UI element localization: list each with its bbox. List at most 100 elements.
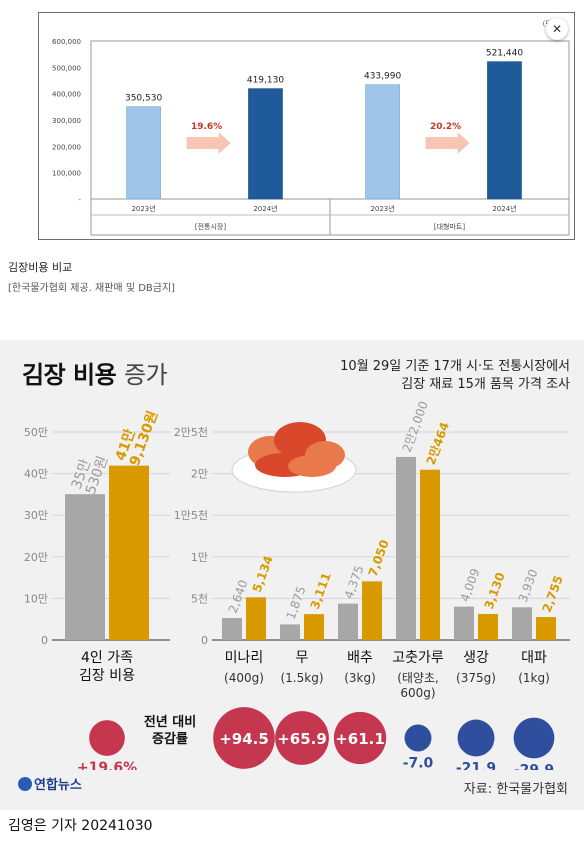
top-bar-value-label: 350,530: [125, 94, 162, 104]
change-bubble-1: [275, 711, 329, 765]
logo-mark-icon: [18, 777, 32, 791]
top-chart-svg: (단위)600,000500,000400,000300,000200,0001…: [52, 19, 570, 236]
close-icon[interactable]: ✕: [546, 18, 568, 40]
chart1-unit-label-line: (400g): [224, 671, 264, 685]
chart0-bar: [65, 494, 105, 640]
change-bubble-label-4: -21.9: [456, 760, 496, 770]
subtitle-line2: 김장 재료 15개 품목 가격 조사: [401, 377, 570, 392]
chart1-value-label: 3,130: [482, 571, 508, 611]
chart1-ytick-label: 2만: [191, 468, 208, 481]
caption-title: 김장비용 비교: [8, 261, 73, 274]
change-label-line: 전년 대비: [144, 714, 196, 730]
subtitle-line1: 10월 29일 기준 17개 시·도 전통시장에서: [340, 359, 570, 374]
chart0-ytick-label: 30만: [24, 509, 48, 522]
source-label: 자료: 한국물가협회: [463, 782, 568, 797]
chart1-bar: [246, 597, 266, 640]
chart0-bar: [109, 465, 149, 640]
top-ytick-label: -: [78, 196, 81, 204]
chart1-unit-label-line: (375g): [456, 671, 496, 685]
chart1-unit-label-line: (태양초,: [397, 671, 439, 685]
chart1-unit-label-line: (1.5kg): [280, 671, 323, 685]
change-bubble-label-0: +94.5: [219, 730, 269, 748]
chart0-value-label: 41만9,130원: [113, 404, 162, 468]
chart1-value-label-line: 2,755: [540, 574, 566, 614]
title-bold: 김장 비용: [22, 361, 117, 389]
infographic-subtitle: 10월 29일 기준 17개 시·도 전통시장에서 김장 재료 15개 품목 가…: [340, 358, 570, 394]
top-bar: [365, 84, 400, 200]
top-group-label: [대형마트]: [434, 222, 465, 231]
infographic-title: 김장 비용 증가: [22, 355, 168, 390]
chart1-unit-label: (375g): [456, 671, 496, 685]
top-ytick-label: 100,000: [52, 170, 81, 178]
kimchi-dish-icon: [231, 422, 357, 493]
chart1-ytick-label: 1만: [191, 551, 208, 564]
chart1-category-label: 고춧가루: [392, 650, 444, 666]
chart0-category-label: 4인 가족 김장 비용: [79, 650, 135, 684]
top-ytick-label: 300,000: [52, 117, 81, 125]
top-ytick-label: 500,000: [52, 64, 81, 72]
chart1-category-label: 생강: [463, 650, 489, 666]
top-bar-value-label: 433,990: [364, 72, 401, 82]
chart1-value-label-line: 2만2,000: [400, 399, 431, 454]
top-growth-arrow: [186, 132, 231, 154]
reporter-byline: 김영은 기자 20241030: [8, 818, 153, 834]
chart0-ytick-label: 50만: [24, 426, 48, 439]
chart1-unit-label-line: (3kg): [344, 671, 376, 685]
top-growth-label: 20.2%: [430, 122, 461, 132]
chart1-ytick-label: 0: [201, 634, 208, 647]
change-bubble-0: [213, 707, 275, 769]
top-year-label: 2023년: [370, 204, 394, 213]
top-bar-value-label: 419,130: [247, 76, 284, 86]
change-bubble-3: [404, 724, 432, 752]
chart1-unit-label: (400g): [224, 671, 264, 685]
chart1-ytick-label: 5천: [191, 591, 208, 605]
top-growth-arrow: [425, 132, 470, 154]
change-bubble-5: [513, 717, 555, 759]
chart1-value-label: 2만464: [423, 420, 452, 467]
chart1-bar: [304, 614, 324, 640]
chart1-value-label-line: 7,050: [366, 538, 392, 578]
yonhap-logo: 연합뉴스: [18, 774, 82, 793]
chart1-unit-label-line: (1kg): [518, 671, 550, 685]
chart0-ytick-label: 40만: [24, 468, 48, 481]
chart1-value-label: 2,755: [540, 574, 566, 614]
chart1-unit-label: (1kg): [518, 671, 550, 685]
chart0-ytick-label: 0: [41, 634, 48, 647]
chart1-bar: [536, 617, 556, 640]
chart1-bar: [478, 613, 498, 640]
chart1-category-label: 배추: [347, 650, 373, 666]
chart1-unit-label-line: 600g): [400, 686, 435, 700]
chart1-value-label: 2만2,000: [400, 399, 431, 454]
chart1-category-label: 대파: [521, 650, 547, 666]
chart0-ytick-label: 10만: [24, 592, 48, 605]
top-year-label: 2024년: [253, 204, 277, 213]
chart1-bar: [222, 618, 242, 640]
chart1-bar: [338, 603, 358, 640]
change-bubble-label-1: +65.9: [277, 730, 327, 748]
chart0-value-label: 35만530원: [69, 449, 112, 497]
chart0-category-label-line: 김장 비용: [79, 668, 135, 684]
chart1-value-label-line: 5,134: [250, 554, 276, 594]
change-label: 전년 대비 증감률: [144, 714, 196, 747]
caption-credit: [한국물가협회 제공. 재판매 및 DB금지]: [8, 283, 176, 294]
top-ytick-label: 200,000: [52, 143, 81, 151]
top-ytick-label: 400,000: [52, 91, 81, 99]
chart1-unit-label: (3kg): [344, 671, 376, 685]
change-bubble-label-2: +61.1: [335, 730, 385, 748]
chart1-value-label-line: 3,111: [308, 571, 334, 611]
top-ytick-label: 600,000: [52, 38, 81, 46]
change-bubble-label-left: +19.6%: [77, 760, 137, 770]
kimchi-piece: [288, 455, 336, 477]
chart1-category-label: 무: [296, 650, 309, 666]
chart1-category-label: 미나리: [225, 650, 264, 666]
change-bubble-left: [89, 720, 125, 756]
title-light: 증가: [124, 361, 168, 389]
chart1-bar: [454, 606, 474, 640]
chart1-value-label-line: 3,130: [482, 571, 508, 611]
chart1-unit-label: (1.5kg): [280, 671, 323, 685]
chart1-bar: [280, 624, 300, 640]
top-year-label: 2023년: [131, 204, 155, 213]
top-group-label: [전통시장]: [195, 222, 226, 231]
top-bar-value-label: 521,440: [486, 49, 523, 59]
